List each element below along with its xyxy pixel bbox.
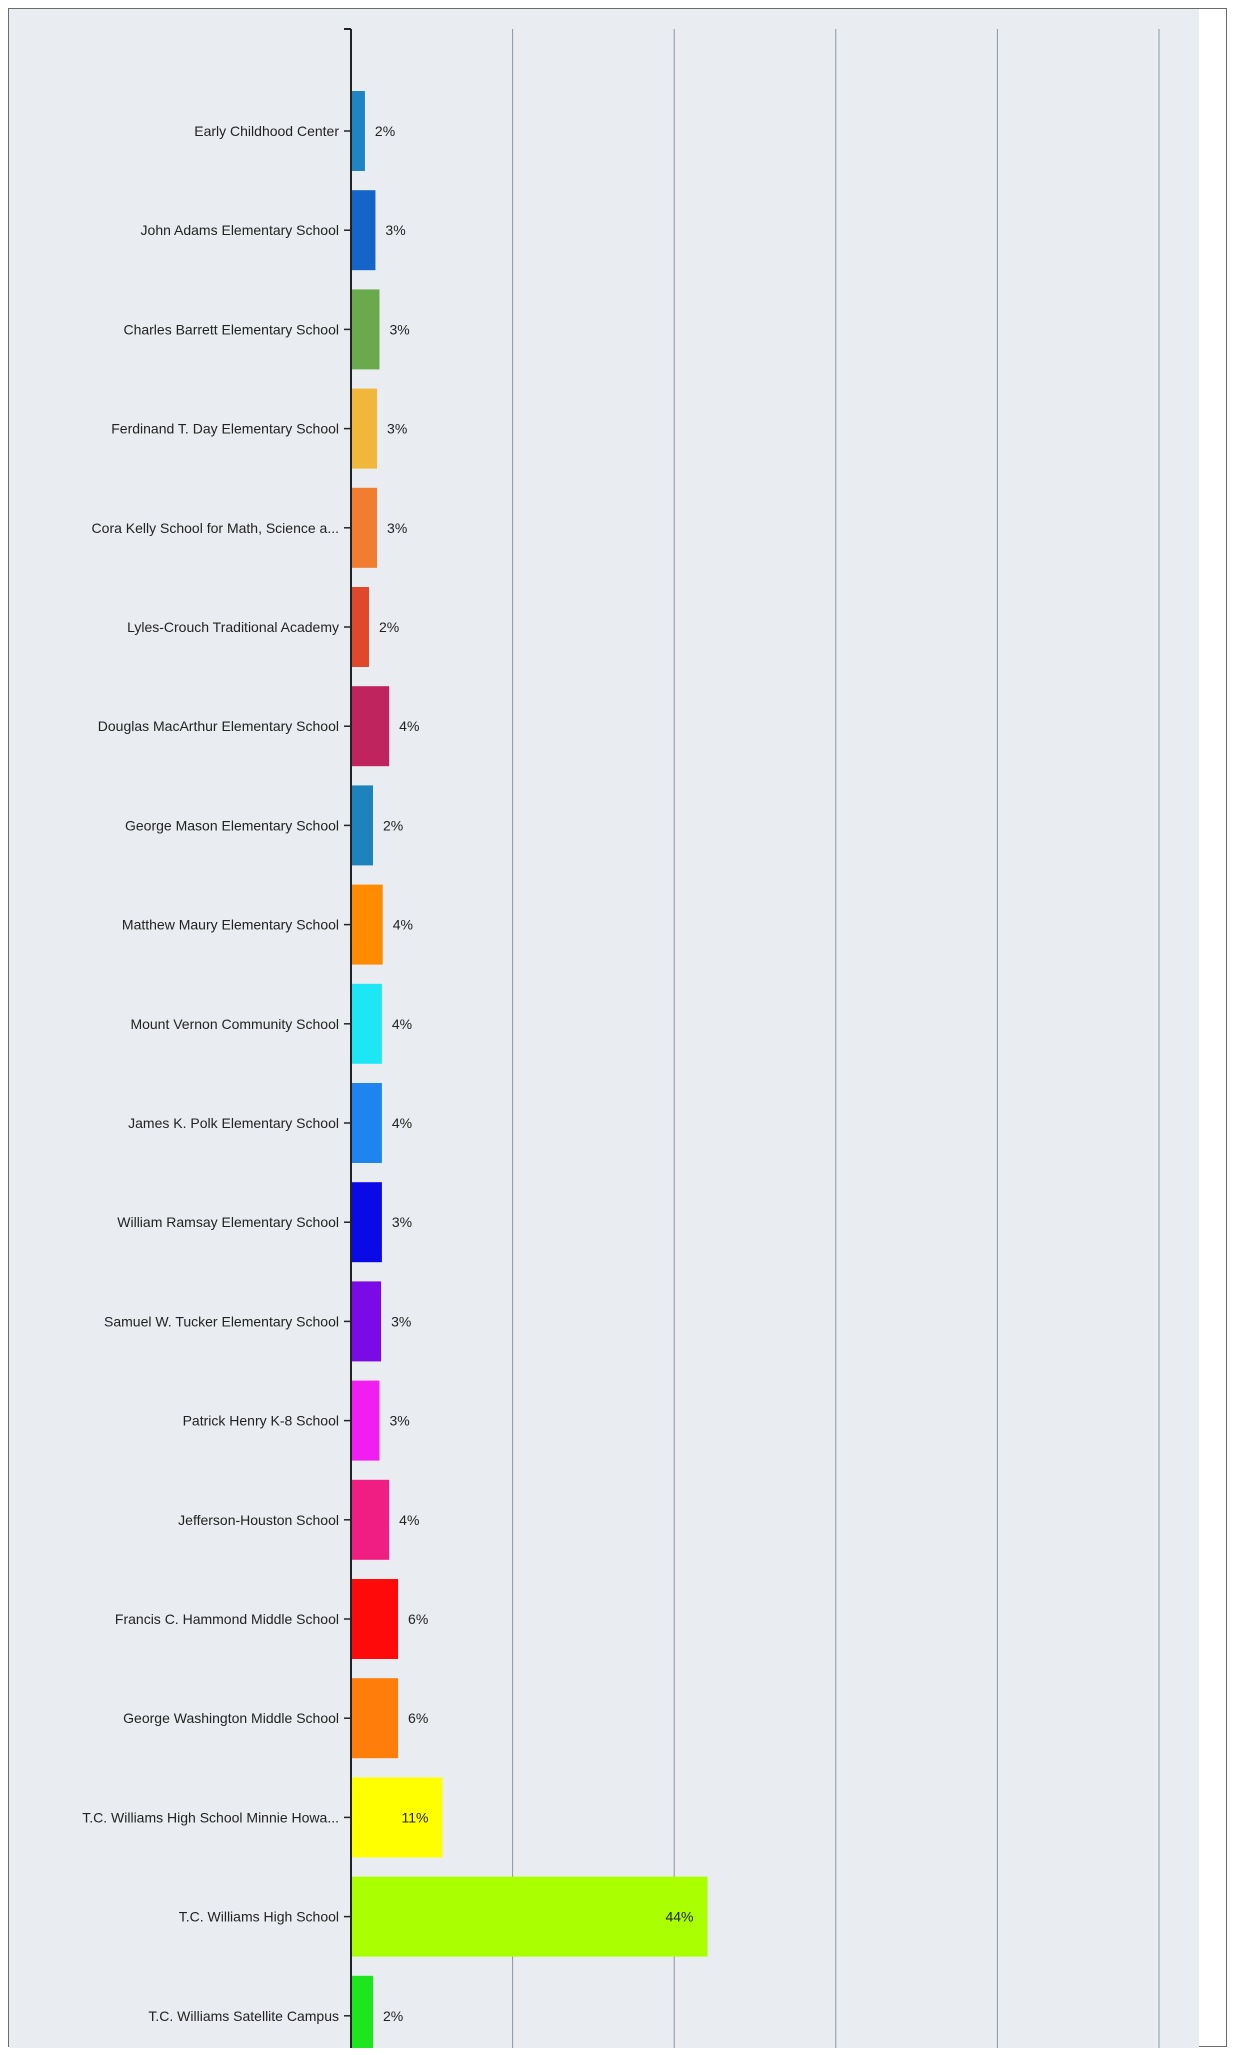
bar [352,1975,374,2048]
category-label: William Ramsay Elementary School [117,1214,339,1230]
value-label: 3% [385,222,405,238]
value-label: 3% [387,520,407,536]
bar [352,1281,382,1362]
bar [352,487,378,568]
category-label: T.C. Williams High School [179,1909,339,1925]
value-label: 2% [379,619,399,635]
value-label: 11% [402,1809,429,1825]
value-label: 2% [375,123,395,139]
plot-background [9,9,1199,2048]
category-label: Mount Vernon Community School [130,1016,339,1032]
value-label: 4% [399,1512,419,1528]
value-label: 3% [389,321,409,337]
bar [352,1876,708,1957]
category-label: Cora Kelly School for Math, Science a... [92,520,339,536]
bar [352,983,382,1064]
value-label: 6% [408,1710,428,1726]
category-label: Ferdinand T. Day Elementary School [111,421,339,437]
value-label: 3% [391,1313,411,1329]
category-label: Lyles-Crouch Traditional Academy [127,619,339,635]
category-label: T.C. Williams Satellite Campus [148,2008,339,2024]
category-label: George Washington Middle School [123,1710,339,1726]
category-label: James K. Polk Elementary School [128,1115,339,1131]
bar [352,388,378,469]
bar [352,686,390,767]
bar [352,1380,380,1461]
value-label: 4% [399,718,419,734]
category-label: Matthew Maury Elementary School [122,917,339,933]
value-label: 3% [392,1214,412,1230]
category-label: Samuel W. Tucker Elementary School [104,1313,339,1329]
bar [352,785,374,866]
bar [352,289,380,370]
category-label: T.C. Williams High School Minnie Howa... [82,1809,339,1825]
bar [352,1182,382,1263]
category-label: Charles Barrett Elementary School [123,321,339,337]
bar [352,1777,443,1858]
category-label: Jefferson-Houston School [178,1512,339,1528]
bar [352,1479,390,1560]
bar [352,884,383,965]
category-label: John Adams Elementary School [141,222,339,238]
bar [352,1678,399,1759]
category-label: Early Childhood Center [194,123,339,139]
bar [352,1579,399,1659]
category-label: Patrick Henry K-8 School [183,1413,339,1429]
value-label: 6% [408,1611,428,1627]
category-label: Francis C. Hammond Middle School [115,1611,339,1627]
value-label: 4% [393,917,413,933]
bar [352,587,369,667]
category-label: Douglas MacArthur Elementary School [98,718,339,734]
value-label: 3% [389,1413,409,1429]
value-label: 44% [665,1909,693,1925]
bar [352,1083,382,1163]
bar-chart: Early Childhood Center 2% John Adams Eleme… [9,9,1199,2048]
value-label: 2% [383,817,403,833]
chart-frame: Early Childhood Center 2% John Adams Eleme… [8,8,1227,2048]
bar [352,190,376,271]
value-label: 2% [383,2008,403,2024]
bar [352,91,365,171]
value-label: 3% [387,421,407,437]
category-label: George Mason Elementary School [125,817,339,833]
value-label: 4% [392,1016,412,1032]
value-label: 4% [392,1115,412,1131]
